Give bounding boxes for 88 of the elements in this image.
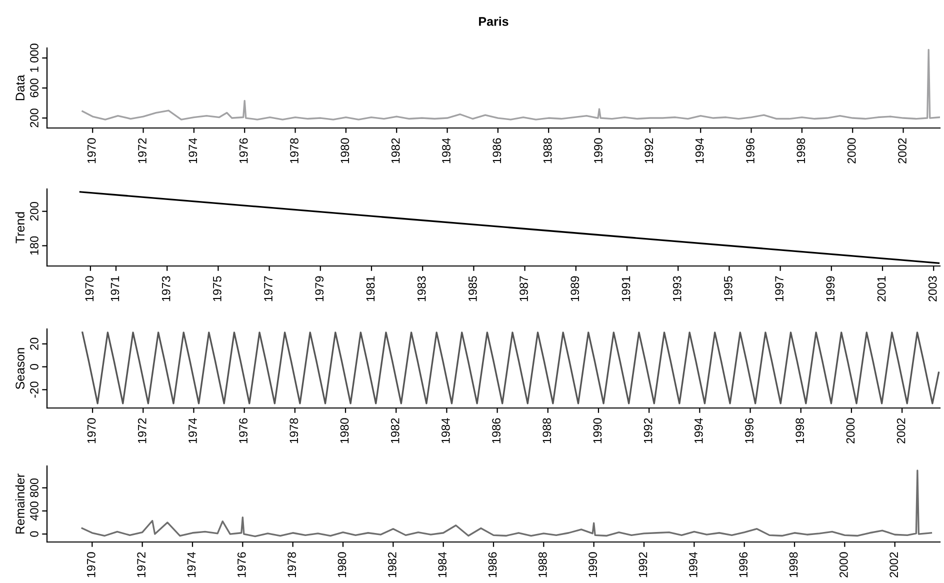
x-tick-label: 1986 bbox=[488, 552, 497, 578]
x-tick-label: 1974 bbox=[188, 418, 197, 444]
x-tick-label: 1972 bbox=[137, 552, 146, 578]
x-tick-label: 2000 bbox=[847, 138, 856, 164]
x-tick-label: 1984 bbox=[438, 552, 446, 578]
x-tick-label: 1977 bbox=[264, 276, 272, 302]
x-tick-label: 1986 bbox=[492, 138, 502, 164]
x-tick-label: 1976 bbox=[239, 138, 248, 164]
y-tick-label: 180 bbox=[30, 236, 38, 255]
x-tick-label: 1970 bbox=[86, 552, 96, 578]
x-tick-label: 1992 bbox=[644, 418, 652, 444]
y-axis-title: Data bbox=[16, 74, 24, 100]
chart-title: Paris bbox=[479, 16, 508, 26]
y-tick-label: 400 bbox=[30, 502, 38, 521]
y-tick-label: 600 bbox=[30, 78, 38, 98]
x-tick-label: 1983 bbox=[417, 276, 426, 302]
x-tick-label: 1980 bbox=[340, 418, 349, 444]
line-series bbox=[81, 470, 932, 538]
y-tick-label: 0 bbox=[30, 364, 38, 370]
y-tick-label: 800 bbox=[30, 478, 38, 498]
line-series bbox=[82, 48, 940, 120]
x-tick-label: 1995 bbox=[724, 276, 732, 302]
y-tick-label: 200 bbox=[30, 202, 38, 221]
x-tick-label: 1976 bbox=[237, 552, 246, 578]
x-tick-label: 2002 bbox=[890, 552, 898, 578]
line-series bbox=[82, 332, 940, 404]
x-tick-label: 1973 bbox=[162, 276, 170, 302]
x-tick-label: 1984 bbox=[442, 138, 450, 164]
x-tick-label: 1985 bbox=[468, 276, 477, 302]
x-tick-label: 1974 bbox=[188, 138, 198, 164]
x-tick-label: 1990 bbox=[588, 552, 598, 578]
x-tick-label: 1984 bbox=[442, 418, 450, 444]
x-tick-label: 2003 bbox=[928, 276, 937, 302]
x-tick-label: 1992 bbox=[638, 552, 648, 578]
x-tick-label: 1971 bbox=[110, 276, 120, 302]
x-tick-label: 2000 bbox=[839, 552, 848, 578]
x-tick-label: 1994 bbox=[695, 138, 704, 164]
x-tick-label: 1970 bbox=[85, 276, 94, 302]
x-tick-label: 1996 bbox=[739, 552, 748, 578]
x-tick-label: 1978 bbox=[290, 138, 298, 164]
x-tick-label: 1993 bbox=[672, 276, 682, 302]
x-tick-label: 1998 bbox=[796, 138, 806, 164]
x-tick-label: 1970 bbox=[87, 418, 96, 444]
x-tick-label: 1998 bbox=[796, 418, 804, 444]
x-tick-label: 1989 bbox=[570, 276, 580, 302]
x-tick-label: 1997 bbox=[775, 276, 784, 302]
x-tick-label: 1996 bbox=[746, 138, 754, 164]
x-tick-label: 1988 bbox=[542, 418, 552, 444]
x-tick-label: 2000 bbox=[846, 418, 855, 444]
x-tick-label: 1994 bbox=[688, 552, 698, 578]
x-tick-label: 1990 bbox=[593, 418, 602, 444]
x-tick-label: 1979 bbox=[315, 276, 324, 302]
y-axis-title: Season bbox=[16, 348, 24, 390]
x-tick-label: 1982 bbox=[388, 552, 396, 578]
x-tick-label: 1972 bbox=[138, 418, 146, 444]
y-axis-title: Remainder bbox=[15, 474, 24, 534]
y-axis-title: Trend bbox=[15, 212, 24, 244]
y-tick-label: 0 bbox=[30, 531, 38, 537]
x-tick-label: 1981 bbox=[366, 276, 375, 302]
x-tick-label: 1978 bbox=[288, 552, 296, 578]
x-tick-label: 1990 bbox=[594, 138, 602, 164]
y-tick-label: 20 bbox=[30, 338, 38, 350]
x-tick-label: 1978 bbox=[290, 418, 298, 444]
y-tick-label: 1 000 bbox=[30, 44, 38, 72]
x-tick-label: 1975 bbox=[213, 276, 222, 302]
x-tick-label: 1998 bbox=[789, 552, 798, 578]
x-tick-label: 2002 bbox=[896, 418, 906, 444]
x-tick-label: 1988 bbox=[538, 552, 547, 578]
x-tick-label: 1980 bbox=[340, 138, 350, 164]
x-tick-label: 1974 bbox=[187, 552, 196, 578]
y-tick-label: 200 bbox=[30, 108, 38, 128]
x-tick-label: 1988 bbox=[543, 138, 552, 164]
x-tick-label: 2001 bbox=[877, 276, 886, 302]
x-tick-label: 2002 bbox=[898, 138, 906, 164]
x-tick-label: 1999 bbox=[826, 276, 835, 302]
x-tick-label: 1992 bbox=[644, 138, 654, 164]
x-tick-label: 1970 bbox=[87, 138, 96, 164]
x-tick-label: 1972 bbox=[138, 138, 146, 164]
x-tick-label: 1976 bbox=[239, 418, 248, 444]
x-tick-label: 1982 bbox=[391, 138, 400, 164]
x-tick-label: 1994 bbox=[694, 418, 703, 444]
x-tick-label: 1996 bbox=[745, 418, 754, 444]
x-tick-label: 1982 bbox=[390, 418, 400, 444]
x-tick-label: 1991 bbox=[622, 276, 630, 302]
x-tick-label: 1986 bbox=[492, 418, 500, 444]
y-tick-label: -20 bbox=[30, 382, 38, 398]
x-tick-label: 1980 bbox=[338, 552, 346, 578]
x-tick-label: 1987 bbox=[520, 276, 528, 302]
